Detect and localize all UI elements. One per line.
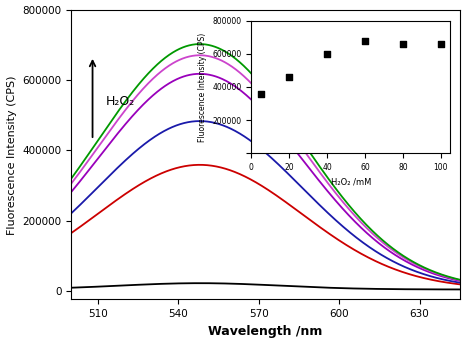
Point [361,38,369,44]
Y-axis label: Fluorescence Intensity (CPS): Fluorescence Intensity (CPS) [7,75,17,235]
Y-axis label: Fluorescence Intensity (CPS): Fluorescence Intensity (CPS) [198,32,207,142]
Point [437,41,445,47]
X-axis label: Wavelength /nm: Wavelength /nm [208,325,323,338]
Point [323,51,331,57]
Point [285,74,293,80]
Point [399,41,407,47]
X-axis label: H₂O₂ /mM: H₂O₂ /mM [330,177,371,187]
Point [257,92,264,97]
Text: H₂O₂: H₂O₂ [106,95,135,108]
